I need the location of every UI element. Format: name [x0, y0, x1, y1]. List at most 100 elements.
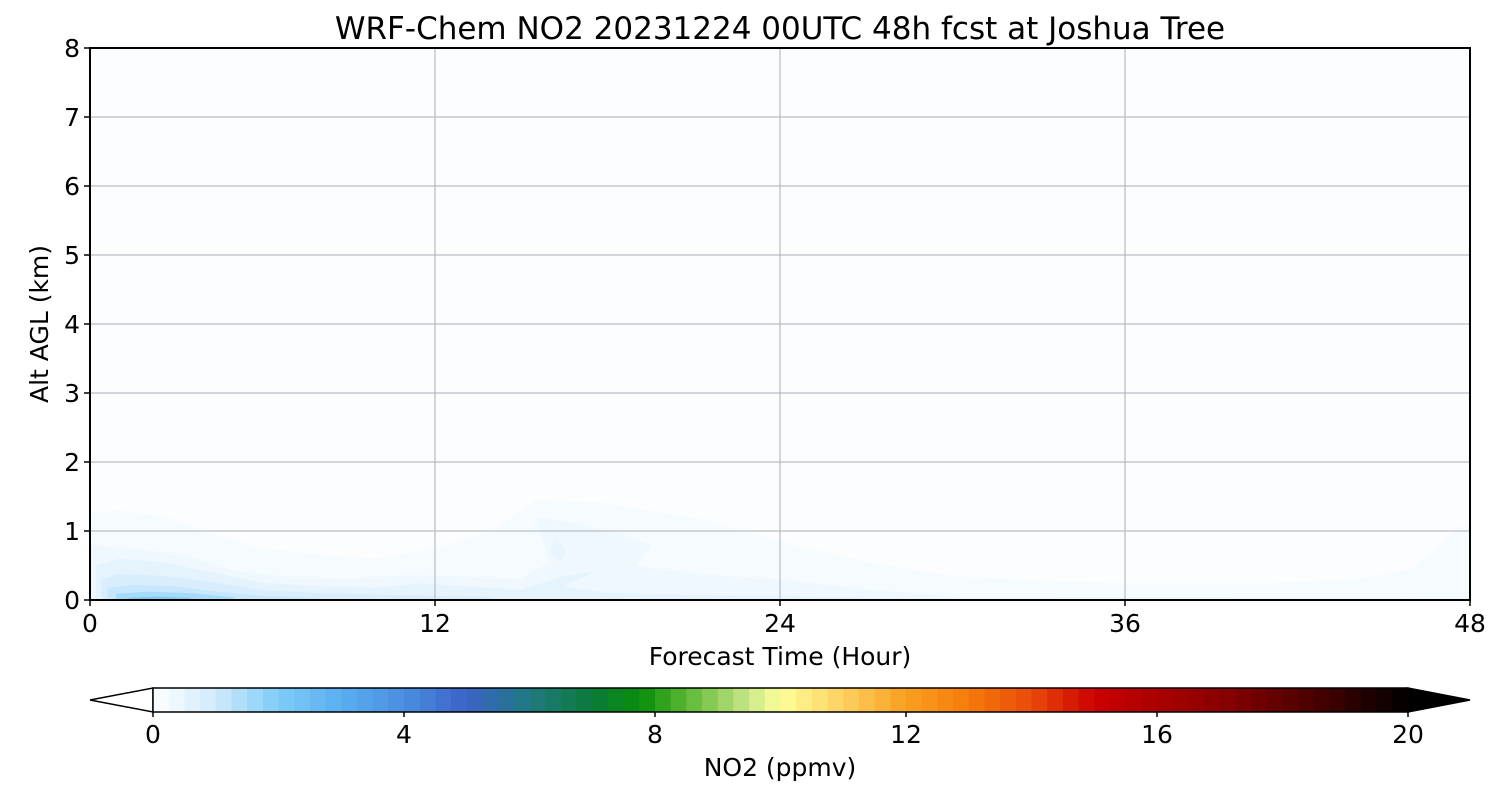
colorbar-segment-3	[200, 688, 217, 712]
colorbar-segment-72	[1282, 688, 1299, 712]
colorbar-segment-66	[1188, 688, 1205, 712]
chart-title: WRF-Chem NO2 20231224 00UTC 48h fcst at …	[335, 11, 1225, 47]
colorbar-segment-5	[231, 688, 248, 712]
colorbar-segment-62	[1125, 688, 1142, 712]
y-tick-label-3: 3	[64, 379, 80, 408]
colorbar-segment-37	[733, 688, 750, 712]
y-tick-label-1: 1	[64, 517, 80, 546]
x-tick-label-3: 36	[1109, 609, 1141, 638]
colorbar-segment-15	[388, 688, 405, 712]
colorbar-tick-label-4: 16	[1141, 720, 1173, 749]
colorbar-segment-55	[1015, 688, 1033, 712]
colorbar-segment-69	[1235, 688, 1252, 712]
colorbar-segment-32	[655, 688, 672, 712]
colorbar-segment-7	[262, 688, 280, 712]
colorbar-segment-43	[827, 688, 844, 712]
x-tick-label-4: 48	[1454, 609, 1486, 638]
colorbar-segment-27	[576, 688, 593, 712]
colorbar-segment-76	[1345, 688, 1362, 712]
colorbar-segment-34	[686, 688, 703, 712]
colorbar-segment-52	[968, 688, 986, 712]
colorbar-segment-49	[921, 688, 938, 712]
colorbar-tick-label-5: 20	[1392, 720, 1424, 749]
colorbar-segment-6	[247, 688, 264, 712]
y-tick-label-0: 0	[64, 586, 80, 615]
colorbar-ticks: 0 4 8 12 16 20	[145, 712, 1424, 749]
y-tick-label-4: 4	[64, 310, 80, 339]
colorbar-segment-24	[529, 688, 546, 712]
colorbar-segment-68	[1219, 688, 1237, 712]
colorbar-segment-36	[717, 688, 735, 712]
colorbar-segment-26	[560, 688, 578, 712]
colorbar-segment-13	[356, 688, 374, 712]
y-tick-label-7: 7	[64, 103, 80, 132]
colorbar-segment-25	[545, 688, 562, 712]
colorbar-tick-label-0: 0	[145, 720, 161, 749]
colorbar-segment-51	[953, 688, 970, 712]
y-tick-label-8: 8	[64, 34, 80, 63]
colorbar-segment-16	[404, 688, 421, 712]
colorbar-segment-18	[435, 688, 452, 712]
colorbar-segment-40	[780, 688, 797, 712]
colorbar-segment-47	[890, 688, 907, 712]
x-tick-label-0: 0	[82, 609, 98, 638]
colorbar-segment-44	[843, 688, 860, 712]
colorbar-segment-46	[874, 688, 891, 712]
colorbar-segment-39	[764, 688, 782, 712]
colorbar-segment-38	[749, 688, 766, 712]
x-axis-ticks: 0 12 24 36 48	[82, 600, 1486, 638]
colorbar-outline	[152, 687, 1409, 713]
colorbar-segment-9	[294, 688, 311, 712]
colorbar-segment-11	[325, 688, 342, 712]
colorbar-segment-60	[1094, 688, 1111, 712]
colorbar-segment-73	[1298, 688, 1315, 712]
colorbar-segment-71	[1266, 688, 1284, 712]
colorbar-extend-min	[89, 687, 154, 713]
x-tick-label-1: 12	[419, 609, 451, 638]
x-tick-label-2: 24	[764, 609, 796, 638]
colorbar-segment-78	[1376, 688, 1393, 712]
colorbar-segment-58	[1062, 688, 1080, 712]
y-axis-ticks: 0 1 2 3 4 5 6 7 8	[64, 34, 90, 615]
colorbar-segment-29	[607, 688, 625, 712]
colorbar-segment-33	[670, 688, 687, 712]
colorbar-tick-label-3: 12	[890, 720, 922, 749]
colorbar-segment-57	[1047, 688, 1064, 712]
colorbar-segment-75	[1329, 688, 1346, 712]
y-tick-label-5: 5	[64, 241, 80, 270]
colorbar-segment-23	[513, 688, 531, 712]
colorbar-segment-31	[639, 688, 656, 712]
colorbar-segment-17	[419, 688, 436, 712]
colorbar-segment-0	[153, 688, 170, 712]
colorbar-segment-1	[168, 688, 185, 712]
colorbar-segment-64	[1157, 688, 1174, 712]
colorbar-segment-59	[1078, 688, 1095, 712]
colorbar-segment-45	[858, 688, 876, 712]
colorbar-segment-30	[623, 688, 640, 712]
colorbar-segment-14	[372, 688, 389, 712]
colorbar-segment-56	[1031, 688, 1048, 712]
colorbar-segment-22	[498, 688, 515, 712]
colorbar-segment-12	[341, 688, 358, 712]
colorbar-segment-50	[937, 688, 954, 712]
colorbar-segment-19	[451, 688, 468, 712]
y-tick-label-2: 2	[64, 448, 80, 477]
colorbar-segment-10	[309, 688, 327, 712]
colorbar-segment-74	[1313, 688, 1331, 712]
colorbar-segment-79	[1392, 688, 1409, 712]
colorbar-segment-28	[592, 688, 609, 712]
colorbar-segment-61	[1109, 688, 1127, 712]
colorbar	[89, 687, 1471, 713]
colorbar-tick-label-2: 8	[647, 720, 663, 749]
colorbar-tick-label-1: 4	[396, 720, 412, 749]
y-axis-label: Alt AGL (km)	[25, 245, 54, 403]
x-axis-label: Forecast Time (Hour)	[649, 642, 912, 671]
contour-band-7	[550, 537, 568, 562]
colorbar-segment-53	[984, 688, 1001, 712]
colorbar-extend-max	[1407, 687, 1471, 713]
colorbar-segment-48	[906, 688, 923, 712]
colorbar-label: NO2 (ppmv)	[704, 753, 857, 782]
colorbar-segment-8	[278, 688, 295, 712]
colorbar-segment-63	[1141, 688, 1158, 712]
colorbar-segment-35	[702, 688, 719, 712]
